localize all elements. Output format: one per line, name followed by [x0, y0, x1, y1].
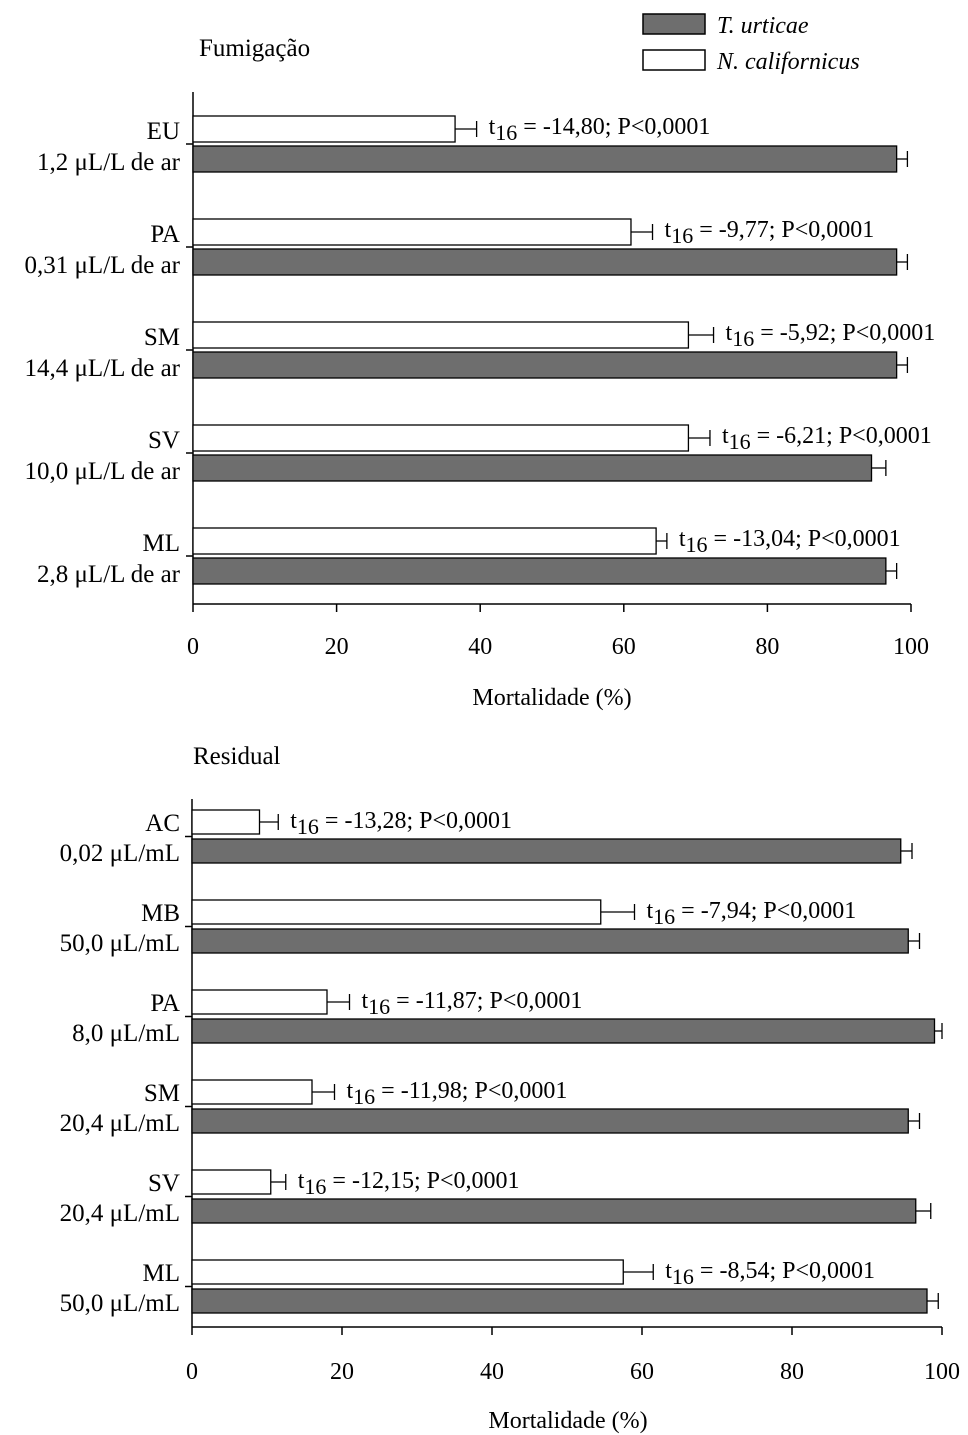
x-tick-label: 0: [187, 634, 199, 660]
bar-t-urticae: [192, 557, 887, 585]
stat-annotation: t16 = -7,94; P<0,0001: [647, 898, 857, 929]
bar-t-urticae: [191, 1018, 936, 1044]
category-code-label: SM: [144, 1080, 180, 1107]
category-dose-label: 50,0 μL/mL: [60, 930, 180, 957]
bar-n-californicus: [192, 321, 690, 349]
stat-annotation: t16 = -12,15; P<0,0001: [298, 1168, 520, 1199]
stat-annotation: t16 = -11,98; P<0,0001: [347, 1078, 568, 1109]
legend-label-n-californicus: N. californicus: [716, 49, 860, 75]
category-code-label: MB: [141, 900, 180, 927]
category-dose-label: 14,4 μL/L de ar: [25, 355, 181, 382]
bar-n-californicus: [191, 1259, 624, 1285]
bar-t-urticae: [191, 1198, 917, 1224]
bar-t-urticae: [191, 1288, 928, 1314]
stat-annotation: t16 = -5,92; P<0,0001: [726, 320, 936, 351]
category-code-label: PA: [150, 990, 180, 1017]
x-axis-title-residual: Mortalidade (%): [488, 1408, 647, 1434]
bar-n-californicus: [191, 1079, 313, 1105]
legend: T. urticae N. californicus: [642, 13, 860, 75]
bar-n-californicus: [192, 218, 632, 246]
x-tick-label: 100: [924, 1359, 960, 1385]
category-dose-label: 0,02 μL/mL: [60, 840, 180, 867]
category-code-label: AC: [145, 810, 180, 837]
panel-fumigacao: Fumigação Mortalidade (%) 0 20 40 60 80 100 EU…: [25, 35, 936, 711]
stat-annotation: t16 = -6,21; P<0,0001: [722, 423, 932, 454]
x-tick-label: 40: [468, 634, 492, 660]
panel-title-fumigacao: Fumigação: [199, 35, 310, 62]
category-code-label: PA: [150, 221, 180, 248]
bar-t-urticae: [192, 248, 898, 276]
bar-n-californicus: [191, 1169, 272, 1195]
x-axis-title-fumigacao: Mortalidade (%): [472, 685, 631, 711]
category-code-label: ML: [143, 530, 181, 557]
category-dose-label: 2,8 μL/L de ar: [37, 561, 181, 588]
x-tick-label: 20: [325, 634, 349, 660]
category-dose-label: 1,2 μL/L de ar: [37, 149, 181, 176]
x-tick-label: 40: [480, 1359, 504, 1385]
category-dose-label: 0,31 μL/L de ar: [25, 252, 181, 279]
stat-annotation: t16 = -14,80; P<0,0001: [489, 114, 711, 145]
legend-swatch-n-californicus: [642, 49, 706, 71]
bar-n-californicus: [192, 424, 690, 452]
category-dose-label: 50,0 μL/mL: [60, 1290, 180, 1317]
legend-swatch-t-urticae: [642, 13, 706, 35]
x-tick-label: 60: [630, 1359, 654, 1385]
panel-title-residual: Residual: [193, 743, 281, 770]
bar-t-urticae: [192, 351, 898, 379]
x-tick-label: 60: [612, 634, 636, 660]
bar-t-urticae: [192, 145, 898, 173]
x-tick-label: 100: [893, 634, 929, 660]
x-tick-label: 80: [780, 1359, 804, 1385]
panel-residual: Residual Mortalidade (%) 0 20 40 60 80 100 AC 0…: [60, 743, 960, 1434]
bar-n-californicus: [191, 989, 328, 1015]
category-code-label: EU: [147, 118, 180, 145]
legend-label-t-urticae: T. urticae: [717, 13, 809, 39]
bar-n-californicus: [192, 527, 657, 555]
bar-t-urticae: [191, 1108, 909, 1134]
category-code-label: SM: [144, 324, 180, 351]
stat-annotation: t16 = -13,04; P<0,0001: [679, 526, 901, 557]
category-code-label: ML: [143, 1260, 181, 1287]
bar-n-californicus: [192, 115, 456, 143]
x-tick-label: 20: [330, 1359, 354, 1385]
category-dose-label: 10,0 μL/L de ar: [25, 458, 181, 485]
stat-annotation: t16 = -11,87; P<0,0001: [362, 988, 583, 1019]
stat-annotation: t16 = -13,28; P<0,0001: [290, 808, 512, 839]
stat-annotation: t16 = -8,54; P<0,0001: [665, 1258, 875, 1289]
category-dose-label: 20,4 μL/mL: [60, 1200, 180, 1227]
category-code-label: SV: [148, 1170, 180, 1197]
x-tick-label: 80: [755, 634, 779, 660]
category-dose-label: 20,4 μL/mL: [60, 1110, 180, 1137]
bar-n-californicus: [191, 809, 261, 835]
bar-t-urticae: [192, 454, 873, 482]
stat-annotation: t16 = -9,77; P<0,0001: [665, 217, 875, 248]
bar-t-urticae: [191, 838, 902, 864]
bar-t-urticae: [191, 928, 909, 954]
bar-n-californicus: [191, 899, 602, 925]
x-tick-label: 0: [186, 1359, 198, 1385]
category-dose-label: 8,0 μL/mL: [72, 1020, 180, 1047]
category-code-label: SV: [148, 427, 180, 454]
